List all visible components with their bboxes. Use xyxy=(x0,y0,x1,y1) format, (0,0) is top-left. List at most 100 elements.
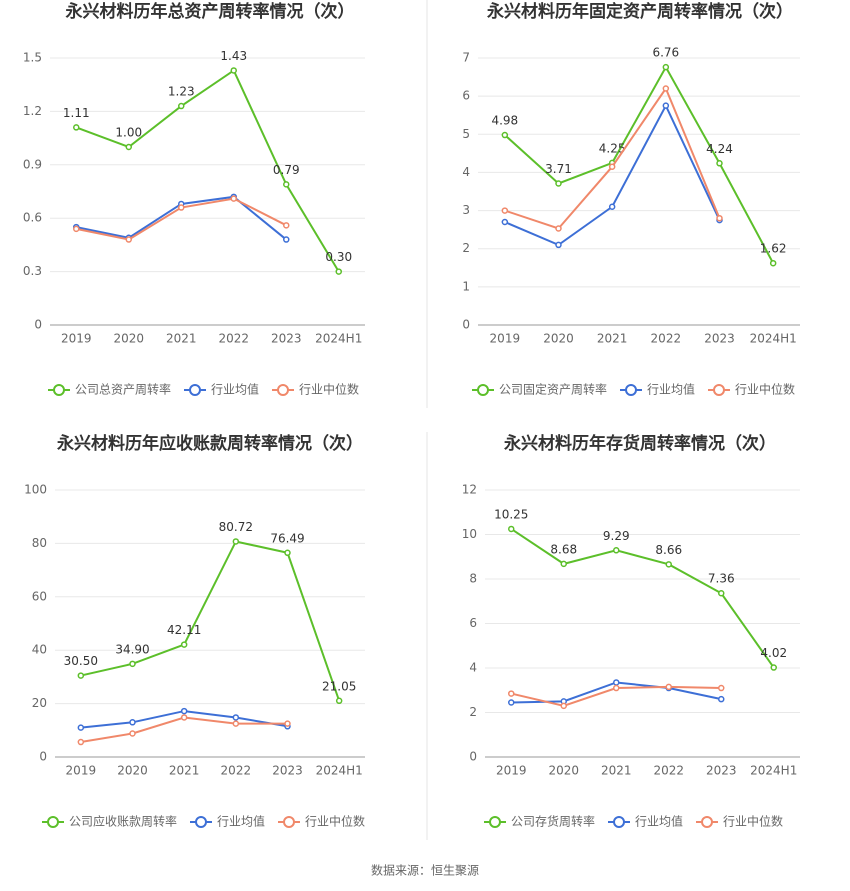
data-label: 0.30 xyxy=(325,250,352,264)
chart-title: 永兴材料历年总资产周转率情况（次） xyxy=(65,1,355,22)
data-point xyxy=(665,683,672,691)
y-tick-label: 0 xyxy=(469,750,477,764)
y-tick-label: 5 xyxy=(462,127,470,141)
legend-marker xyxy=(189,384,201,396)
legend-marker xyxy=(625,384,637,396)
x-tick-label: 2022 xyxy=(653,764,684,778)
data-point xyxy=(508,690,515,697)
legend-label: 行业均值 xyxy=(217,814,265,829)
y-tick-label: 0.3 xyxy=(23,264,42,278)
y-tick-label: 100 xyxy=(24,483,47,497)
series-line xyxy=(504,103,721,247)
y-tick-label: 2 xyxy=(469,705,477,719)
data-point xyxy=(284,549,291,557)
y-tick-label: 3 xyxy=(462,203,470,217)
y-tick-label: 1 xyxy=(462,279,470,293)
data-point xyxy=(613,547,620,554)
legend-marker xyxy=(701,816,713,828)
x-tick-label: 2021 xyxy=(166,332,197,346)
series-line xyxy=(75,68,340,273)
data-point xyxy=(335,268,342,275)
legend-marker xyxy=(53,384,65,396)
data-point xyxy=(608,163,616,170)
data-point xyxy=(662,63,670,71)
y-tick-label: 0.6 xyxy=(23,211,42,225)
data-point xyxy=(180,714,188,721)
y-tick-label: 0.9 xyxy=(23,157,42,171)
data-label: 30.50 xyxy=(64,654,98,668)
data-label: 1.62 xyxy=(760,242,787,256)
y-tick-label: 12 xyxy=(462,483,477,497)
series-line xyxy=(510,528,775,669)
data-point xyxy=(284,720,291,727)
legend-label: 公司应收账款周转率 xyxy=(69,814,177,829)
data-label: 8.66 xyxy=(655,543,682,557)
data-label: 7.36 xyxy=(708,572,735,586)
x-tick-label: 2019 xyxy=(61,332,92,346)
data-label: 1.00 xyxy=(115,126,142,140)
x-tick-label: 2022 xyxy=(218,332,249,346)
data-point xyxy=(718,684,725,692)
y-tick-label: 0 xyxy=(34,318,42,332)
data-point xyxy=(335,697,343,705)
data-label: 4.98 xyxy=(491,114,518,128)
data-point xyxy=(555,225,562,232)
y-tick-label: 40 xyxy=(32,643,47,657)
legend-label: 行业中位数 xyxy=(305,814,365,829)
chart-title: 永兴材料历年固定资产周转率情况（次） xyxy=(486,1,793,22)
y-tick-label: 6 xyxy=(462,89,470,103)
data-point xyxy=(129,730,136,737)
x-tick-label: 2024H1 xyxy=(750,332,797,346)
x-tick-label: 2019 xyxy=(66,764,97,778)
legend-marker xyxy=(195,816,207,828)
y-tick-label: 1.5 xyxy=(23,51,42,65)
y-tick-label: 2 xyxy=(462,241,470,255)
data-label: 76.49 xyxy=(270,531,304,545)
x-tick-label: 2023 xyxy=(272,764,303,778)
data-label: 80.72 xyxy=(219,520,253,534)
data-label: 1.23 xyxy=(168,85,195,99)
data-label: 42.11 xyxy=(167,623,201,637)
data-point xyxy=(230,195,237,202)
data-point xyxy=(718,589,725,597)
data-point xyxy=(662,85,670,92)
legend-label: 行业中位数 xyxy=(723,814,783,829)
data-label: 10.25 xyxy=(494,507,528,521)
data-point xyxy=(555,241,562,249)
x-tick-label: 2024H1 xyxy=(316,764,363,778)
data-point xyxy=(232,714,240,721)
y-tick-label: 8 xyxy=(469,572,477,586)
data-label: 0.79 xyxy=(273,163,300,177)
data-point xyxy=(283,222,290,229)
data-point xyxy=(501,207,509,214)
x-tick-label: 2023 xyxy=(704,332,735,346)
data-point xyxy=(178,204,185,211)
data-point xyxy=(508,525,515,533)
data-point xyxy=(613,684,620,692)
data-label: 4.25 xyxy=(599,141,626,155)
data-point xyxy=(232,538,240,545)
data-point xyxy=(180,707,188,715)
data-label: 3.71 xyxy=(545,162,572,176)
legend-marker xyxy=(489,816,501,828)
legend-label: 行业中位数 xyxy=(299,382,359,397)
series-line xyxy=(504,65,775,264)
x-tick-label: 2022 xyxy=(651,332,682,346)
x-tick-label: 2019 xyxy=(490,332,521,346)
x-tick-label: 2023 xyxy=(271,332,302,346)
chart-title: 永兴材料历年应收账款周转率情况（次） xyxy=(56,433,363,454)
chart-title: 永兴材料历年存货周转率情况（次） xyxy=(503,433,776,454)
y-tick-label: 20 xyxy=(32,696,47,710)
data-point xyxy=(283,181,290,188)
data-point xyxy=(770,664,777,671)
data-point xyxy=(501,131,509,139)
data-point xyxy=(125,236,132,243)
legend-label: 公司存货周转率 xyxy=(511,814,595,829)
data-point xyxy=(230,67,237,74)
legend-marker xyxy=(283,816,295,828)
x-tick-label: 2021 xyxy=(169,764,200,778)
data-point xyxy=(665,561,672,568)
data-label: 6.76 xyxy=(652,46,679,60)
data-point xyxy=(555,180,562,187)
data-label: 34.90 xyxy=(115,642,149,656)
